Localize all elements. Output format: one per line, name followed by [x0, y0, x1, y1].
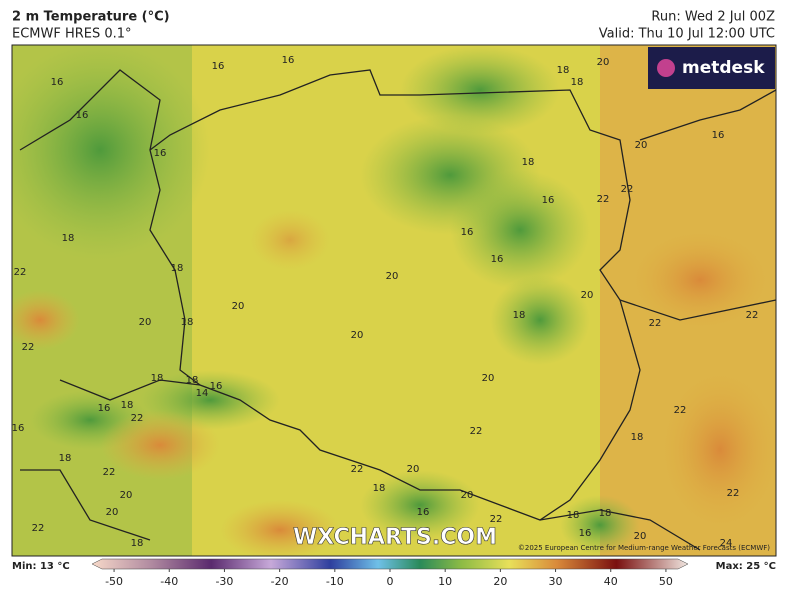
- contour-label: 20: [581, 290, 594, 301]
- contour-label: 16: [542, 195, 555, 206]
- contour-label: 22: [674, 405, 687, 416]
- contour-label: 18: [599, 508, 612, 519]
- contour-label: 22: [14, 267, 27, 278]
- contour-label: 18: [171, 263, 184, 274]
- contour-label: 22: [470, 426, 483, 437]
- colorbar-tick-label: -10: [326, 575, 344, 588]
- contour-label: 22: [103, 467, 116, 478]
- contour-label: 18: [631, 432, 644, 443]
- title: 2 m Temperature (°C): [12, 10, 170, 25]
- contour-label: 20: [634, 531, 647, 542]
- colorbar-tick-label: -20: [271, 575, 289, 588]
- copyright: ©2025 European Centre for Medium-range W…: [518, 544, 770, 552]
- contour-label: 16: [417, 507, 430, 518]
- contour-label: 20: [407, 464, 420, 475]
- watermark: WXCHARTS.COM: [293, 525, 497, 550]
- run: Run: Wed 2 Jul 00Z: [651, 10, 775, 25]
- colorbar-tick-label: -30: [215, 575, 233, 588]
- contour-label: 16: [98, 403, 111, 414]
- contour-label: 18: [121, 400, 134, 411]
- contour-label: 16: [461, 227, 474, 238]
- contour-label: 18: [571, 77, 584, 88]
- contour-label: 20: [597, 57, 610, 68]
- contour-label: 18: [181, 317, 194, 328]
- colorbar-tick-label: -40: [160, 575, 178, 588]
- contour-label: 20: [635, 140, 648, 151]
- model: ECMWF HRES 0.1°: [12, 27, 132, 42]
- colorbar-tick-label: 40: [604, 575, 618, 588]
- map-frame: [11, 44, 777, 557]
- contour-label: 24: [720, 538, 733, 549]
- max-label: Max: 25 °C: [716, 561, 776, 572]
- contour-label: 18: [513, 310, 526, 321]
- min-label: Min: 13 °C: [12, 561, 70, 572]
- contour-label: 20: [386, 271, 399, 282]
- colorbar-tick-label: 50: [659, 575, 673, 588]
- contour-label: 16: [712, 130, 725, 141]
- contour-label: 18: [567, 510, 580, 521]
- contour-label: 22: [649, 318, 662, 329]
- contour-label: 16: [491, 254, 504, 265]
- contour-label: 16: [76, 110, 89, 121]
- contour-label: 20: [120, 490, 133, 501]
- contour-label: 20: [232, 301, 245, 312]
- contour-label: 18: [373, 483, 386, 494]
- contour-label: 22: [131, 413, 144, 424]
- contour-label: 18: [186, 375, 199, 386]
- colorbar-tick-label: 20: [493, 575, 507, 588]
- contour-label: 16: [154, 148, 167, 159]
- colorbar: [91, 558, 689, 570]
- contour-label: 22: [32, 523, 45, 534]
- contour-label: 22: [621, 184, 634, 195]
- contour-label: 16: [51, 77, 64, 88]
- logo: metdesk: [682, 58, 765, 78]
- colorbar-tick-label: -50: [105, 575, 123, 588]
- logo-icon: [657, 59, 675, 77]
- contour-label: 22: [727, 488, 740, 499]
- contour-label: 16: [212, 61, 225, 72]
- contour-label: 16: [579, 528, 592, 539]
- colorbar-tick-label: 30: [549, 575, 563, 588]
- contour-label: 22: [22, 342, 35, 353]
- colorbar-tick-label: 10: [438, 575, 452, 588]
- valid: Valid: Thu 10 Jul 12:00 UTC: [599, 27, 775, 42]
- contour-label: 20: [461, 490, 474, 501]
- contour-label: 22: [351, 464, 364, 475]
- contour-label: 22: [490, 514, 503, 525]
- contour-label: 18: [151, 373, 164, 384]
- contour-label: 16: [12, 423, 25, 434]
- colorbar-tick-label: 0: [387, 575, 394, 588]
- contour-label: 18: [59, 453, 72, 464]
- contour-label: 20: [106, 507, 119, 518]
- contour-label: 22: [746, 310, 759, 321]
- contour-label: 16: [210, 381, 223, 392]
- contour-label: 20: [482, 373, 495, 384]
- contour-label: 20: [139, 317, 152, 328]
- contour-label: 14: [196, 388, 209, 399]
- contour-label: 18: [557, 65, 570, 76]
- contour-label: 16: [282, 55, 295, 66]
- contour-label: 18: [62, 233, 75, 244]
- contour-label: 18: [131, 538, 144, 549]
- contour-label: 20: [351, 330, 364, 341]
- contour-label: 18: [522, 157, 535, 168]
- contour-label: 22: [597, 194, 610, 205]
